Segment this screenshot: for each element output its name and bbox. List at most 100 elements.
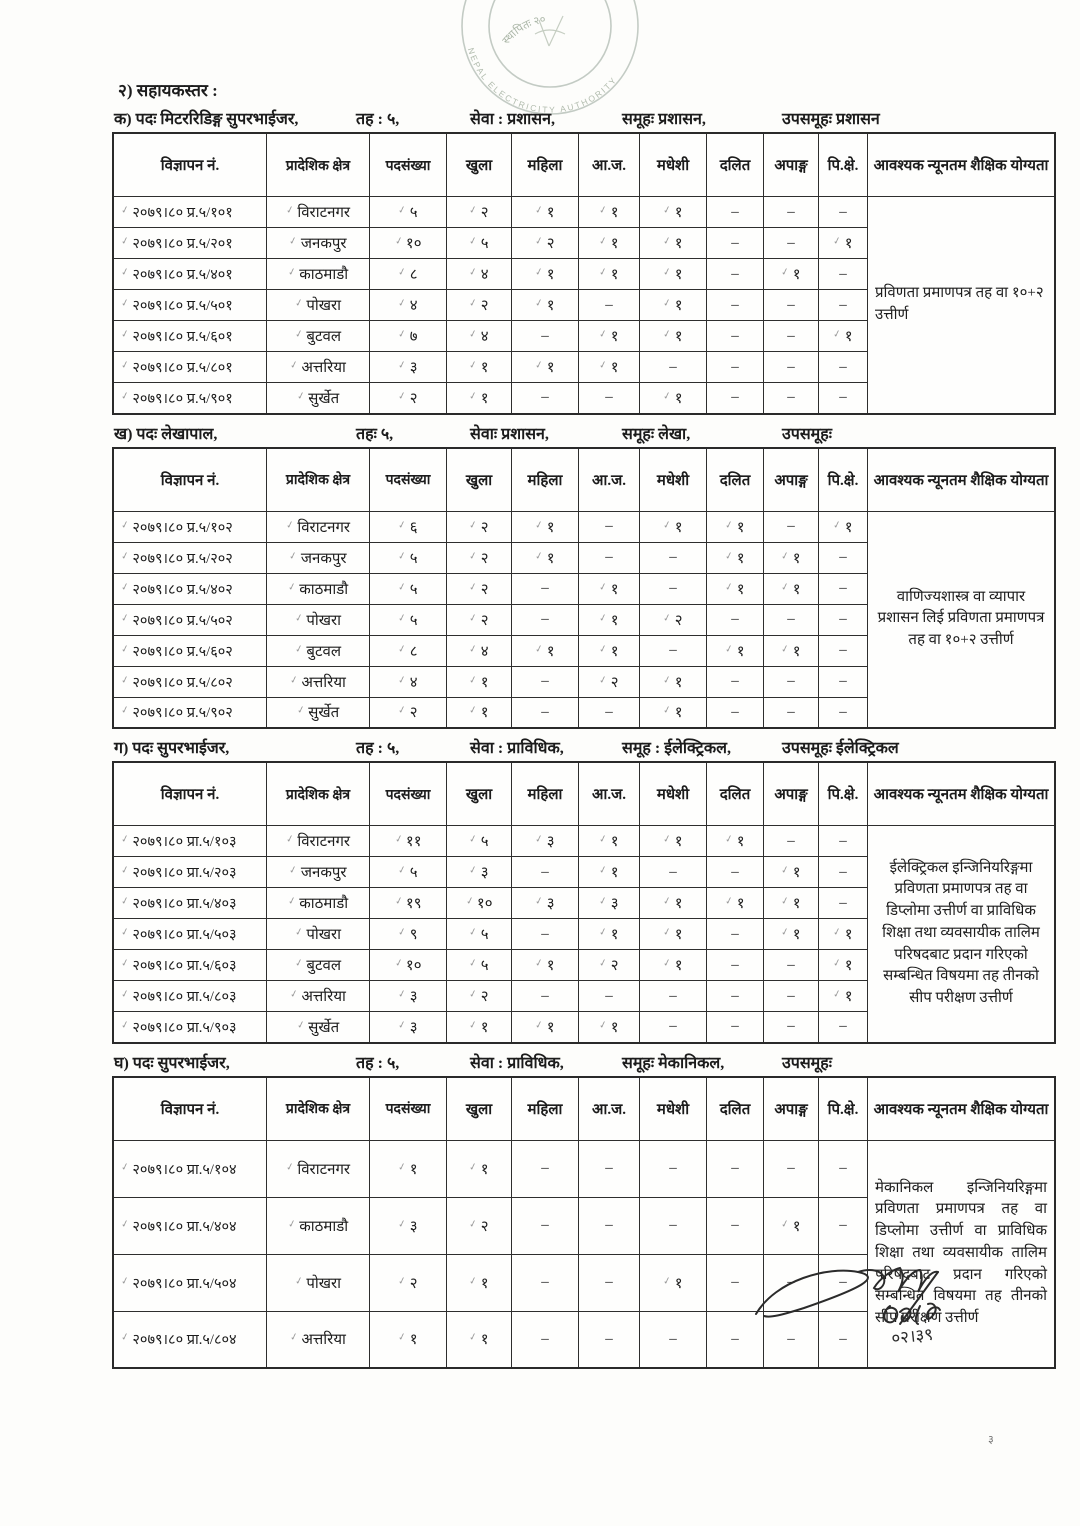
cell-value: – [787,518,795,534]
signature-note: ०२।३९ [890,1325,934,1348]
quota-cell: ✓ १ [578,856,640,888]
cell-value: – [787,987,795,1004]
cell-value: काठमाडौ [299,581,349,598]
cell-value: – [839,1160,847,1176]
column-header-10: आवश्यक न्यूनतम शैक्षिक योग्यता [867,132,1056,197]
cell-value: १ [546,550,555,567]
column-header-10: आवश्यक न्यूनतम शैक्षिक योग्यता [867,761,1056,826]
cell-value: २ [480,989,489,1005]
cell-value: १ [546,519,555,536]
quota-cell: ✓ १ [446,351,512,383]
quota-cell: ✓ १ [706,541,764,574]
handwritten-tick-mark: ✓ [393,895,404,908]
cell-value: १ [674,674,683,691]
cell-value: २ [674,612,683,629]
cell-value: अत्तरिया [301,674,346,691]
quota-cell: ✓ १ [639,887,707,919]
handwritten-tick-mark: ✓ [468,1331,479,1345]
table-caption: ख) पदः लेखापाल, तहः ५, सेवाः प्रशासन, सम… [114,422,1007,444]
quota-cell: – [639,1139,707,1198]
cell-value: ७ [409,329,418,345]
cell-value: – [839,1274,847,1290]
cell-value: १ [480,1161,489,1178]
handwritten-tick-mark: ✓ [119,1018,131,1032]
cell-value: १ [674,267,683,283]
quota-cell: ✓ १ [369,1310,447,1369]
handwritten-tick-mark: ✓ [598,328,609,341]
cell-value: – [731,1274,739,1290]
cell-value: १ [610,927,619,943]
column-header-6: मधेशी [639,761,707,826]
handwritten-tick-mark: ✓ [393,235,404,248]
cell-value: १ [674,298,683,314]
handwritten-tick-mark: ✓ [295,704,307,718]
handwritten-tick-mark: ✓ [598,642,609,656]
cell-value: – [839,1217,847,1233]
table-caption: क) पदः मिटररिडिङ्ग सुपरभाईजर, तह : ५, से… [114,107,1007,129]
quota-cell: ✓ २ [446,510,512,543]
handwritten-tick-mark: ✓ [662,235,673,248]
cell-value: – [541,389,549,406]
quota-cell: ✓ १ [446,382,512,414]
cell-value: विराटनगर [297,205,351,221]
quota-cell: – [511,382,579,414]
cell-value: २०७९।८० प्रा.५/८०४ [132,1332,237,1349]
cell-value: १ [736,834,745,850]
handwritten-tick-mark: ✓ [598,235,609,248]
quota-cell: ✓ १ [578,918,640,950]
cell-value: १ [736,581,745,598]
quota-cell: – [818,825,868,857]
quota-cell: ✓ २ [446,603,512,636]
cell-value: – [731,703,739,720]
handwritten-tick-mark: ✓ [397,642,408,656]
quota-cell: – [706,289,764,321]
cell-value: २०७९।८० प्रा.५/६०३ [132,958,237,974]
quota-cell: – [706,949,764,981]
ad-number-cell: ✓ २०७९।८० प्रा.५/८०३ [112,980,267,1012]
cell-value: ४ [409,674,418,691]
handwritten-tick-mark: ✓ [468,704,479,718]
caption-subgroup: उपसमूहः [782,425,832,443]
cell-value: – [839,832,847,849]
column-header-7: दलित [706,761,764,826]
cell-value: १ [674,519,683,536]
quota-cell: – [511,665,579,698]
handwritten-tick-mark: ✓ [662,1274,673,1288]
ad-number-cell: ✓ २०७९।८० प्र.५/९०१ [112,382,267,414]
quota-cell: – [639,1196,707,1255]
quota-cell: – [578,1253,640,1312]
quota-cell: – [818,1196,868,1255]
cell-value: १ [610,612,619,629]
document-body: २) सहायकस्तर : क) पदः मिटररिडिङ्ग सुपरभा… [112,78,1056,1376]
cell-value: २०७९।८० प्र.५/८०२ [132,674,233,691]
caption-position: घ) पदः सुपरभाईजर, [114,1054,230,1072]
handwritten-tick-mark: ✓ [662,895,673,908]
cell-value: ८ [409,267,418,283]
handwritten-tick-mark: ✓ [468,1274,479,1288]
cell-value: २०७९।८० प्र.५/९०१ [132,390,233,407]
signature-strokes [755,1266,941,1325]
quota-cell: – [578,980,640,1012]
region-cell: ✓ सुर्खेत [266,696,370,729]
cell-value: ५ [409,550,418,567]
position-section-ga: ग) पदः सुपरभाईजर, तह : ५, सेवा : प्राविध… [112,736,1056,1044]
cell-value: १ [792,267,801,283]
quota-cell: – [706,980,764,1012]
cell-value: – [669,642,677,658]
quota-cell: ✓ ३ [369,1196,447,1255]
quota-cell: ✓ ३ [446,856,512,888]
cell-value: – [605,389,613,406]
ad-number-cell: ✓ २०७९।८० प्र.५/८०१ [112,351,267,383]
cell-value: २०७९।८० प्रा.५/२०३ [132,865,237,881]
cell-value: – [839,673,847,689]
quota-cell: – [763,949,819,981]
cell-value: – [787,203,795,220]
header-row: विज्ञापन नं. प्रादेशिक क्षेत्र पदसंख्या खुल… [112,447,1056,512]
quota-cell: – [639,1310,707,1369]
cell-value: २ [480,550,489,567]
quota-cell: ✓ १ [578,634,640,667]
quota-cell: – [706,351,764,383]
cell-value: – [605,1217,613,1233]
handwritten-tick-mark: ✓ [286,580,298,594]
cell-value: १० [405,236,422,252]
